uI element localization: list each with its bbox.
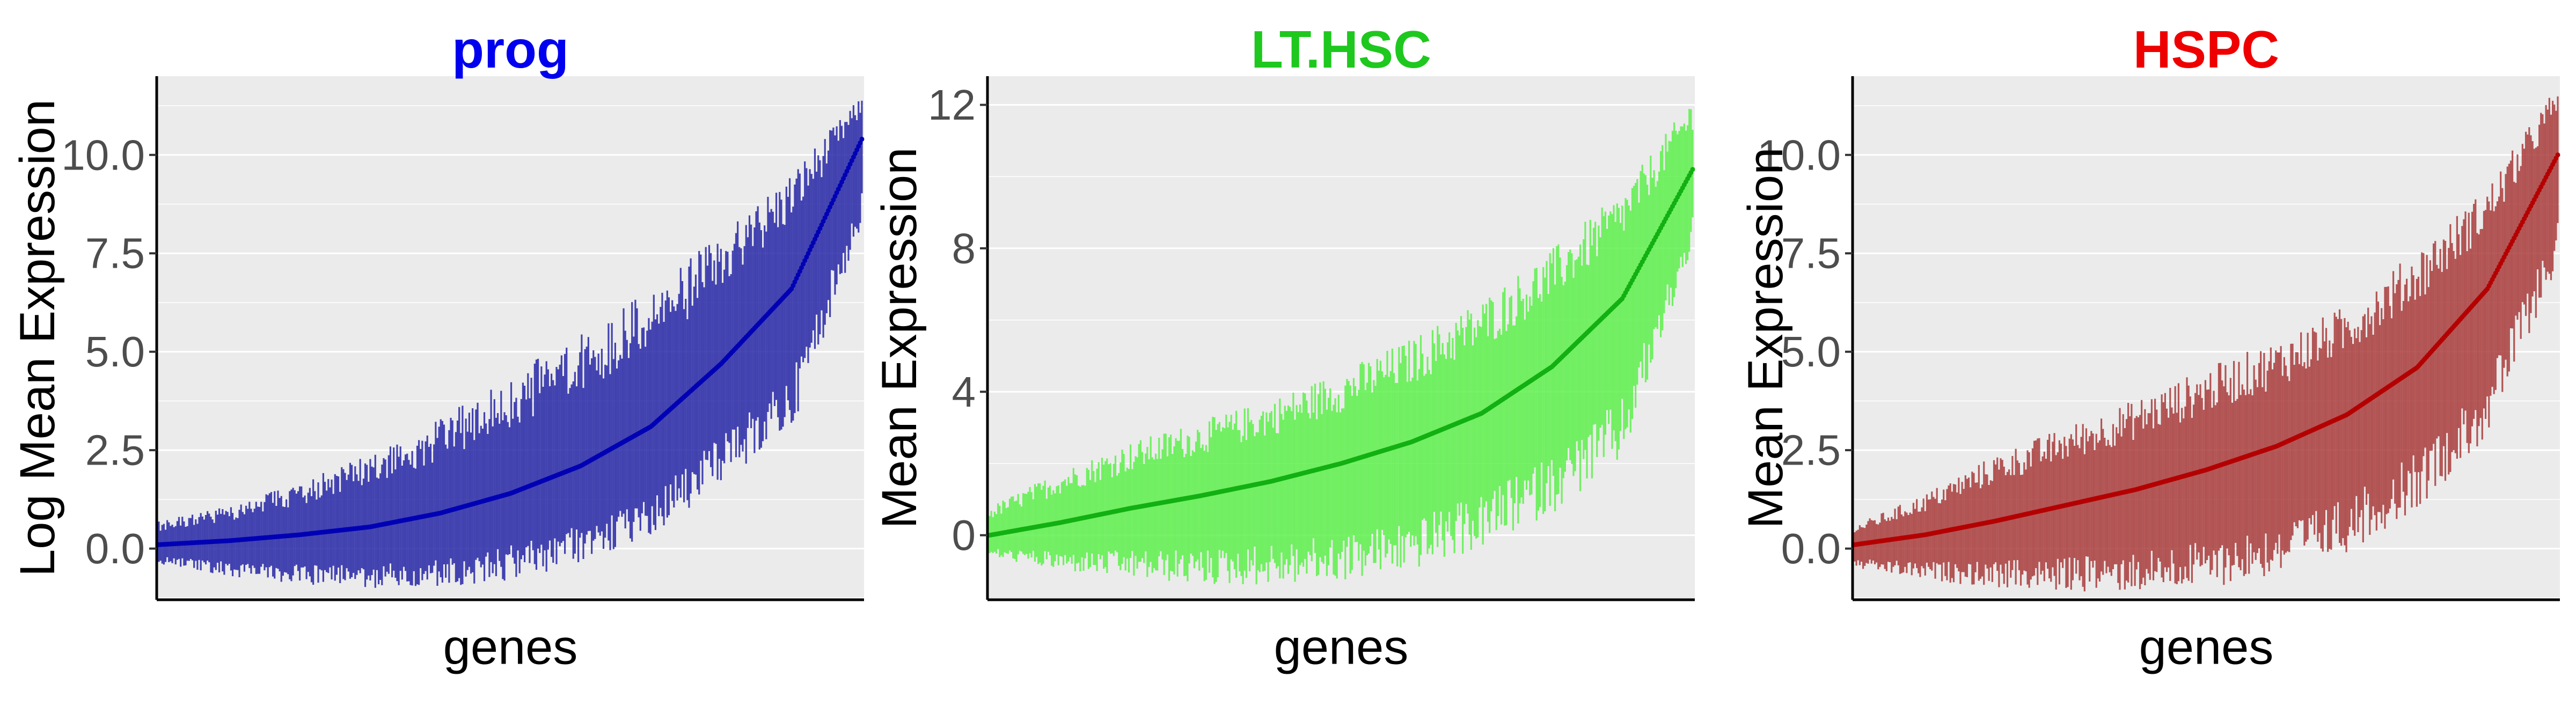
x-axis-label: genes [443, 620, 578, 675]
y-tick-label: 2.5 [85, 426, 145, 474]
panel-hspc: 0.0 2.5 5.0 7.5 10.0 HSPC genes Mean Express… [1738, 20, 2560, 675]
y-tick-label: 7.5 [85, 230, 145, 277]
y-axis-label: Mean Expression [872, 148, 927, 529]
y-tick-label: 12 [928, 81, 976, 129]
y-tick-label: 0.0 [1781, 525, 1841, 572]
mean-points [1852, 152, 2560, 547]
mean-point [1690, 167, 1695, 172]
mean-point [859, 136, 865, 142]
y-axis-label: Mean Expression [1738, 148, 1793, 529]
chart-title: prog [452, 20, 569, 79]
chart-title: HSPC [2133, 20, 2279, 79]
panel-lt-hsc: 0 4 8 12 LT.HSC genes Mean Expression [872, 20, 1695, 675]
y-tick-label: 0.0 [85, 525, 145, 572]
y-tick-label: 5.0 [1781, 328, 1841, 376]
y-axis-label: Log Mean Expression [10, 99, 65, 577]
panel-prog: 0.0 2.5 5.0 7.5 10.0 prog genes Log Mean Exp… [10, 20, 865, 675]
x-axis-label: genes [2139, 620, 2274, 675]
y-tick-label: 4 [952, 368, 976, 416]
y-ticks: 0.0 2.5 5.0 7.5 10.0 [1757, 131, 1853, 572]
axes [1851, 76, 2560, 601]
chart-title: LT.HSC [1251, 20, 1431, 79]
error-bars [989, 109, 1694, 585]
axes [986, 76, 1695, 601]
y-tick-label: 5.0 [85, 328, 145, 376]
y-ticks: 0 4 8 12 [928, 81, 987, 559]
y-tick-label: 2.5 [1781, 426, 1841, 474]
axes [155, 76, 864, 601]
mean-point [2555, 152, 2560, 158]
y-tick-label: 7.5 [1781, 230, 1841, 277]
y-tick-label: 8 [952, 224, 976, 272]
y-tick-label: 0 [952, 511, 976, 559]
y-ticks: 0.0 2.5 5.0 7.5 10.0 [61, 131, 157, 572]
x-axis-label: genes [1274, 620, 1409, 675]
mean-points [987, 167, 1695, 538]
mean-points [156, 136, 865, 547]
y-tick-label: 10.0 [61, 131, 145, 179]
y-tick-label: 10.0 [1757, 131, 1841, 179]
